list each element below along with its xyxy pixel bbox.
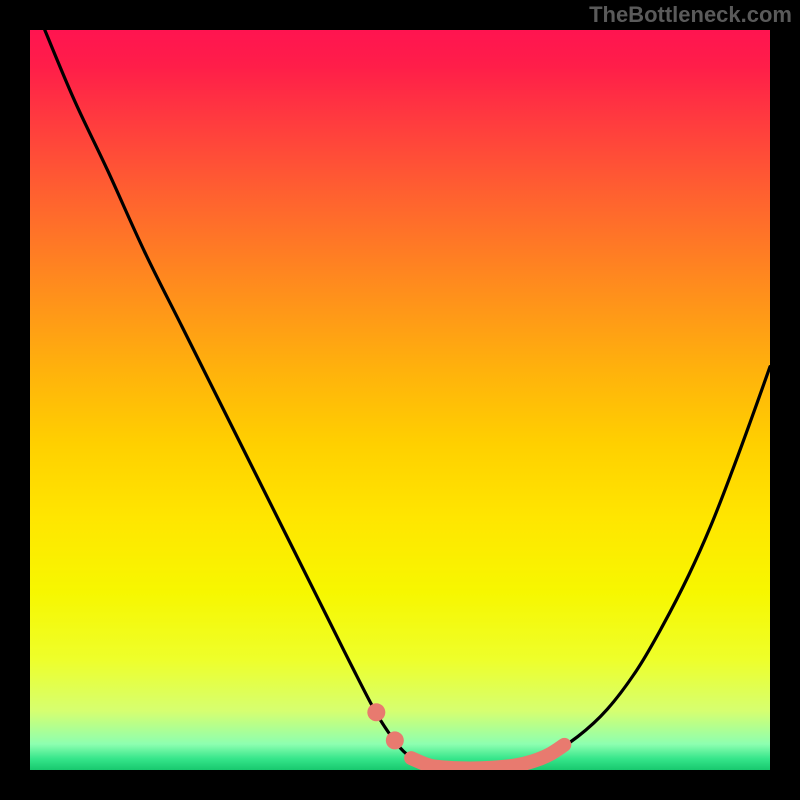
attribution-text: TheBottleneck.com	[589, 2, 792, 28]
chart-frame: TheBottleneck.com	[0, 0, 800, 800]
curve-layer	[30, 30, 770, 770]
bottleneck-curve	[45, 30, 770, 769]
highlight-segment	[411, 745, 564, 769]
highlight-dot	[386, 731, 404, 749]
plot-area	[30, 30, 770, 770]
highlight-dot	[367, 703, 385, 721]
